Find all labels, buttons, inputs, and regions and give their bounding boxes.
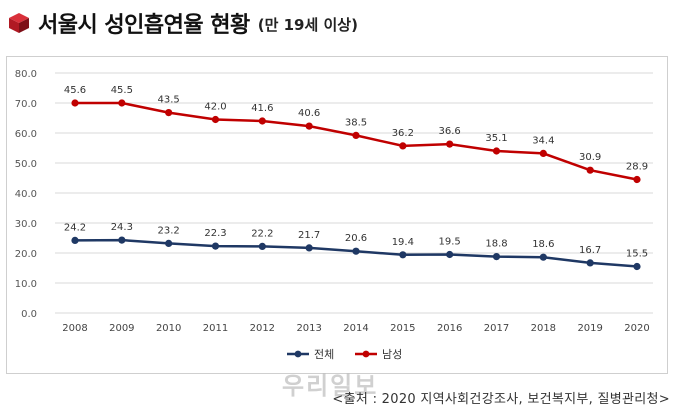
data-point [586,166,594,174]
data-label: 22.3 [204,228,226,239]
data-label: 45.6 [64,85,86,96]
y-tick-label: 0.0 [21,309,37,320]
data-point [211,242,220,250]
data-point [71,99,79,107]
header: 서울시 성인흡연율 현황 (만 19세 이상) [8,6,358,40]
data-label: 24.3 [111,222,133,233]
data-point [492,147,501,155]
data-label: 41.6 [251,103,273,114]
data-point [305,122,313,130]
x-tick-label: 2020 [624,323,649,334]
data-label: 22.2 [251,228,273,239]
data-label: 23.2 [158,225,180,236]
data-label: 43.5 [158,95,180,106]
x-tick-label: 2010 [156,323,181,334]
data-point [352,131,360,139]
x-tick-label: 2012 [250,323,275,334]
chart-panel: 0.0 10.0 20.0 30.0 40.0 50.0 60.0 70.0 80.0 2008 2… [6,56,668,374]
data-label: 35.1 [485,133,507,144]
data-label: 18.8 [485,239,507,250]
data-label: 18.6 [532,239,554,250]
data-point [399,142,407,150]
x-tick-label: 2009 [109,323,134,334]
y-tick-label: 40.0 [15,189,37,200]
x-tick-label: 2017 [484,323,509,334]
data-point [633,262,641,271]
data-label: 34.4 [532,135,554,146]
x-tick-label: 2018 [531,323,556,334]
data-point [258,242,266,250]
data-point [352,247,360,255]
legend-label: 남성 [382,348,402,361]
data-point [399,251,407,259]
x-tick-label: 2019 [577,323,602,334]
page-title: 서울시 성인흡연율 현황 [38,13,250,38]
line-chart: 0.0 10.0 20.0 30.0 40.0 50.0 60.0 70.0 80.0 2008 2… [15,69,653,361]
y-tick-label: 20.0 [15,249,37,260]
y-tick-label: 30.0 [15,219,37,230]
y-tick-label: 10.0 [15,279,37,290]
data-point [446,250,454,259]
y-tick-label: 80.0 [15,69,37,80]
data-label: 19.5 [439,237,461,248]
legend-marker [362,350,370,358]
data-label: 40.6 [298,108,320,119]
data-label: 38.5 [345,117,367,128]
data-point [446,140,454,148]
x-tick-label: 2016 [437,323,462,334]
y-tick-label: 60.0 [15,129,37,140]
legend-marker [294,350,302,358]
data-point [118,236,126,244]
data-label: 42.0 [204,102,226,113]
data-label: 24.2 [64,222,86,233]
data-label: 30.9 [579,152,601,163]
data-point [633,175,641,184]
data-label: 19.4 [392,237,414,248]
data-point [165,239,173,247]
y-tick-label: 50.0 [15,159,37,170]
data-point [165,109,173,117]
data-label: 15.5 [626,249,648,260]
x-tick-label: 2013 [296,323,321,334]
data-label: 36.6 [439,126,461,137]
x-tick-label: 2015 [390,323,415,334]
x-tick-label: 2008 [62,323,87,334]
data-point [305,244,313,252]
data-point [586,259,594,267]
x-tick-label: 2011 [203,323,228,334]
data-point [118,99,126,107]
y-tick-label: 70.0 [15,99,37,110]
data-label: 28.9 [626,162,648,173]
data-point [211,115,220,124]
watermark-logo: 우리일보 [282,372,379,400]
data-label: 21.7 [298,230,320,241]
data-point [71,236,79,244]
data-label: 45.5 [111,85,133,96]
data-label: 20.6 [345,233,367,244]
legend-label: 전체 [314,348,334,361]
data-point [258,117,266,125]
data-label: 16.7 [579,245,601,256]
data-label: 36.2 [392,128,414,139]
data-point [539,253,547,261]
source-note: <출처 : 2020 지역사회건강조사, 보건복지부, 질병관리청> [332,392,670,407]
data-point [539,149,547,157]
page-subtitle: (만 19세 이상) [257,16,358,34]
data-point [492,253,501,261]
x-tick-label: 2014 [343,323,368,334]
cube-icon [9,13,29,33]
